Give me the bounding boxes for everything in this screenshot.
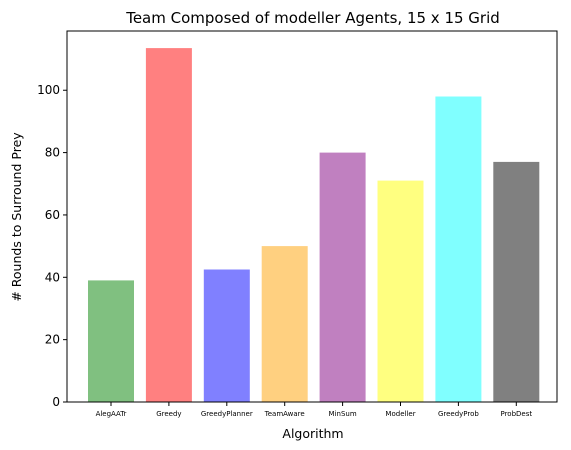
y-tick-label: 60 — [45, 208, 60, 222]
bar-greedyprob — [435, 96, 482, 402]
y-tick-label: 80 — [45, 146, 60, 160]
y-tick-label: 100 — [37, 83, 60, 97]
y-tick-label: 0 — [52, 395, 60, 409]
plot-frame — [66, 30, 558, 403]
y-tick-label: 20 — [45, 333, 60, 347]
y-axis-label: # Rounds to Surround Prey — [9, 132, 24, 302]
bar-modeller — [377, 180, 424, 402]
x-tick-label: ProbDest — [500, 410, 532, 418]
x-tick-label: GreedyPlanner — [201, 410, 253, 418]
x-tick-label: TeamAware — [264, 410, 305, 418]
x-axis-label: Algorithm — [282, 426, 343, 441]
bar-teamaware — [261, 246, 308, 402]
x-axis: AlegAATr Greedy GreedyPlanner TeamAware MinS… — [96, 402, 532, 418]
x-tick-label: MinSum — [329, 410, 357, 418]
bars-group — [88, 48, 540, 402]
bar-alegaatr — [88, 280, 134, 402]
bar-minsum — [319, 152, 366, 402]
x-tick-label: GreedyProb — [438, 410, 479, 418]
bar-probdest — [493, 161, 540, 402]
x-tick-label: Modeller — [385, 410, 415, 418]
y-axis: 0 20 40 60 80 100 — [37, 83, 67, 409]
y-tick-label: 40 — [45, 270, 60, 284]
x-tick-label: Greedy — [156, 410, 181, 418]
bar-greedy — [145, 48, 192, 402]
x-tick-label: AlegAATr — [96, 410, 127, 418]
bar-greedyplanner — [203, 269, 250, 402]
chart-title: Team Composed of modeller Agents, 15 x 1… — [125, 9, 500, 27]
